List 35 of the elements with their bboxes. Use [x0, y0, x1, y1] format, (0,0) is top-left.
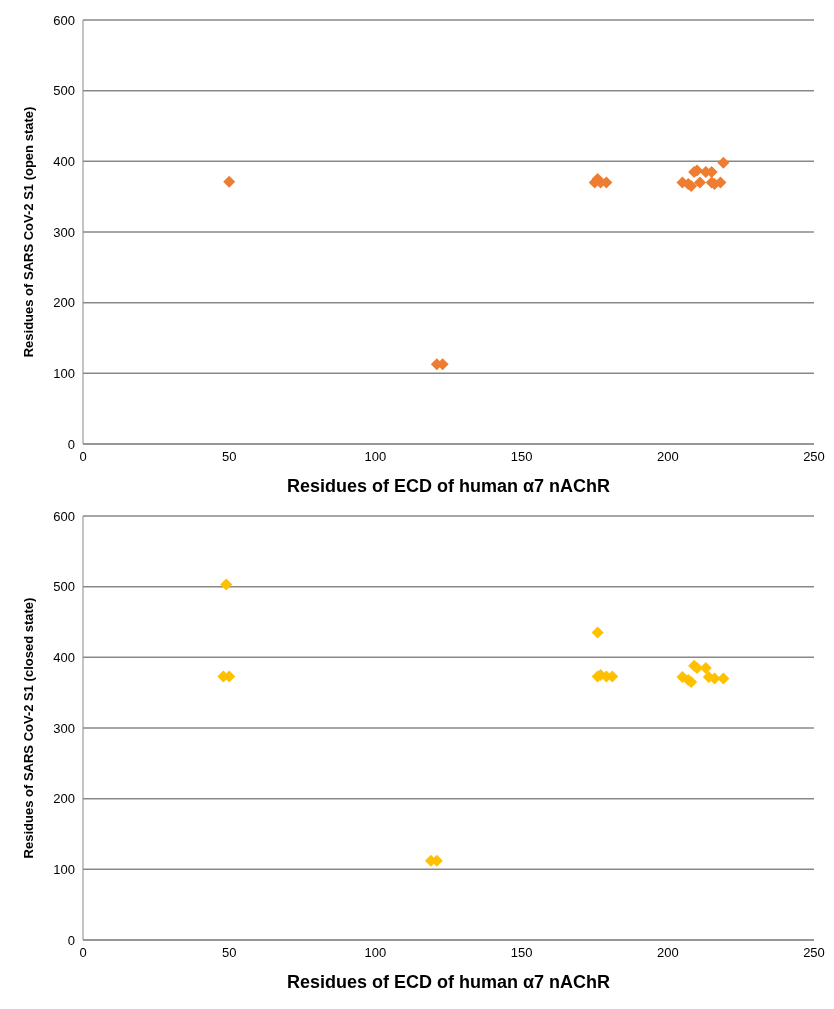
y-tick-label: 0	[67, 932, 75, 948]
x-tick-label: 150	[510, 449, 533, 465]
y-tick-label: 300	[53, 720, 75, 736]
y-tick-label: 200	[53, 791, 75, 807]
y-tick-label: 300	[53, 224, 75, 240]
y-tick-label: 0	[67, 436, 75, 452]
y-tick-label: 400	[53, 153, 75, 169]
point	[591, 626, 604, 639]
x-axis-title: Residues of ECD of human α7 nAChR	[286, 476, 611, 496]
x-tick-label: 50	[221, 945, 237, 961]
point	[717, 156, 730, 169]
x-tick-label: 200	[656, 945, 679, 961]
y-tick-label: 600	[53, 12, 75, 28]
x-tick-label: 250	[803, 945, 825, 961]
x-tick-label: 250	[803, 449, 825, 465]
y-tick-label: 500	[53, 83, 75, 99]
point	[220, 578, 233, 591]
x-tick-label: 100	[364, 945, 387, 961]
x-tick-label: 200	[656, 449, 679, 465]
y-tick-label: 500	[53, 579, 75, 595]
y-tick-label: 200	[53, 295, 75, 311]
x-tick-label: 50	[221, 449, 237, 465]
y-tick-label: 100	[53, 365, 75, 381]
point	[223, 175, 236, 188]
y-axis-title: Residues of SARS CoV-2 S1 (open state)	[20, 106, 36, 358]
x-tick-label: 150	[510, 945, 533, 961]
y-tick-label: 400	[53, 649, 75, 665]
y-tick-label: 600	[53, 508, 75, 524]
x-tick-label: 0	[79, 945, 87, 961]
x-axis-title: Residues of ECD of human α7 nAChR	[286, 972, 611, 992]
y-axis-title: Residues of SARS CoV-2 S1 (closed state)	[20, 597, 36, 859]
y-tick-label: 100	[53, 861, 75, 877]
x-tick-label: 0	[79, 449, 87, 465]
x-tick-label: 100	[364, 449, 387, 465]
point	[693, 176, 706, 189]
